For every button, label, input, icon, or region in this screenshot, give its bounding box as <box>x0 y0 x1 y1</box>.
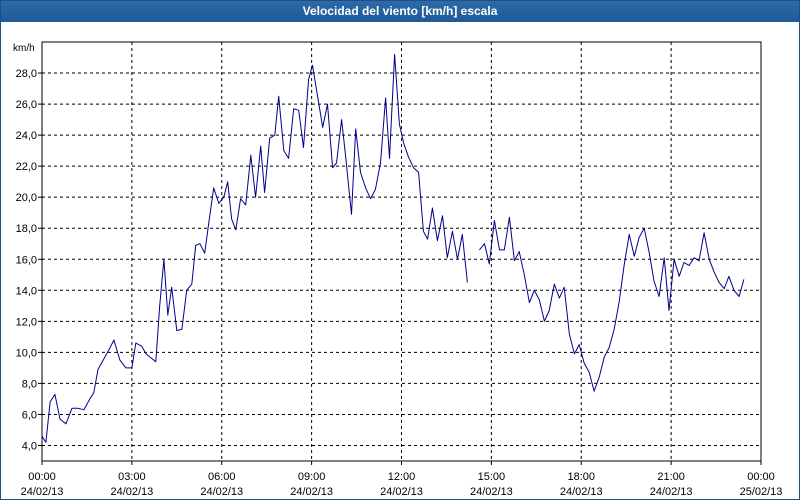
x-tick-time-label: 18:00 <box>567 471 595 483</box>
x-tick-date-label: 24/02/13 <box>560 486 603 498</box>
window-title: Velocidad del viento [km/h] escala <box>1 1 799 22</box>
axes <box>38 41 762 465</box>
x-tick-date-label: 24/02/13 <box>470 486 513 498</box>
x-tick-time-label: 06:00 <box>208 471 236 483</box>
y-tick-label: 12,0 <box>16 316 37 328</box>
x-tick-date-label: 25/02/13 <box>740 486 783 498</box>
x-tick-time-label: 09:00 <box>298 471 326 483</box>
x-tick-date-label: 24/02/13 <box>380 486 423 498</box>
y-tick-label: 16,0 <box>16 254 37 266</box>
y-axis-unit-label: km/h <box>13 43 35 54</box>
y-tick-label: 20,0 <box>16 192 37 204</box>
y-tick-label: 10,0 <box>16 347 37 359</box>
series-line <box>479 216 745 392</box>
x-tick-time-label: 03:00 <box>118 471 146 483</box>
y-tick-label: 6,0 <box>22 409 37 421</box>
y-tick-label: 4,0 <box>22 440 37 452</box>
x-tick-date-label: 24/02/13 <box>21 486 64 498</box>
x-tick-date-label: 24/02/13 <box>650 486 693 498</box>
y-tick-label: 24,0 <box>16 130 37 142</box>
y-tick-label: 22,0 <box>16 161 37 173</box>
x-tick-date-label: 24/02/13 <box>290 486 333 498</box>
grid <box>42 42 761 461</box>
x-tick-date-label: 24/02/13 <box>110 486 153 498</box>
x-tick-time-label: 15:00 <box>478 471 506 483</box>
plot-frame <box>41 41 762 462</box>
y-tick-label: 14,0 <box>16 285 37 297</box>
tick-labels: 4,0 6,0 8,0 10,0 12,0 14,0 16,0 18,0 20,0 22,0 24,… <box>16 68 783 498</box>
x-tick-time-label: 00:00 <box>28 471 56 483</box>
y-tick-label: 28,0 <box>16 68 37 80</box>
y-tick-label: 8,0 <box>22 378 37 390</box>
y-tick-label: 26,0 <box>16 99 37 111</box>
x-tick-time-label: 21:00 <box>657 471 685 483</box>
x-tick-time-label: 12:00 <box>388 471 416 483</box>
series-line <box>41 53 468 443</box>
x-tick-time-label: 00:00 <box>747 471 775 483</box>
x-tick-date-label: 24/02/13 <box>200 486 243 498</box>
series <box>41 53 745 443</box>
y-tick-label: 18,0 <box>16 223 37 235</box>
